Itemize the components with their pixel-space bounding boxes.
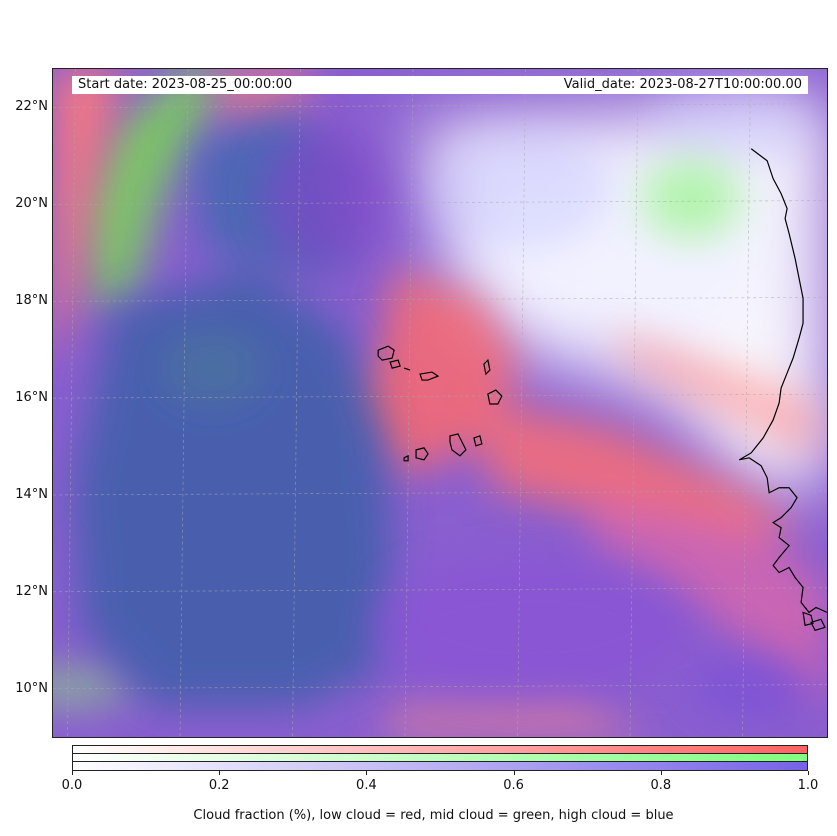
island-maio (473, 435, 483, 447)
meridian-gridline (742, 69, 751, 737)
meridian-gridline (179, 69, 189, 737)
latitude-label: 22°N (15, 98, 48, 114)
colorbar-mid-cloud-green (73, 754, 807, 762)
colorbar (72, 745, 808, 771)
island-brava (403, 454, 409, 462)
low-cloud-bands (53, 69, 827, 737)
island-sao-nicolau (419, 371, 440, 381)
start-date-label: Start date: 2023-08-25_00:00:00 (72, 76, 478, 94)
meridian-gridline (67, 69, 76, 737)
colorbar-tick-mark (219, 771, 221, 775)
latitude-label: 18°N (15, 293, 48, 309)
island-santa-luzia (403, 367, 411, 371)
colorbar-tick-label: 0.8 (650, 778, 672, 793)
colorbar-high-cloud-blue (73, 762, 807, 770)
island-sao-vicente (389, 359, 401, 369)
map-panel (52, 68, 828, 738)
africa-coastline (738, 148, 827, 614)
meridian-gridline (404, 69, 414, 737)
colorbar-tick-mark (72, 771, 73, 775)
colorbar-tick-label: 1.0 (797, 778, 819, 793)
colorbar-label: Cloud fraction (%), low cloud = red, mid… (193, 808, 674, 823)
cloud-map (53, 69, 827, 737)
island-sal (483, 358, 491, 376)
island-boa-vista (487, 389, 503, 405)
latitude-label: 20°N (15, 195, 48, 211)
map-gridlines (53, 69, 827, 737)
meridian-gridline (629, 69, 639, 737)
island-santo-antao (377, 345, 395, 361)
colorbar-tick-mark (513, 771, 515, 775)
colorbar-tick-label: 0.6 (503, 778, 524, 793)
colorbar-low-cloud-red (73, 746, 807, 754)
island-santiago (449, 433, 467, 457)
latitude-label: 12°N (15, 584, 48, 600)
coastlines (377, 148, 827, 632)
latitude-label: 14°N (15, 487, 48, 503)
latitude-label: 10°N (15, 681, 48, 697)
valid-date-label: Valid_date: 2023-08-27T10:00:00.00 (472, 76, 808, 94)
colorbar-tick-label: 0.2 (208, 778, 230, 793)
purple-cloud-regions (262, 128, 812, 718)
colorbar-tick-label: 0.4 (356, 778, 377, 793)
island-fogo (415, 447, 429, 461)
bijagos-islands (802, 611, 826, 632)
mid-cloud-patches (53, 69, 742, 708)
colorbar-tick-mark (366, 771, 368, 775)
latitude-label: 16°N (15, 390, 48, 406)
colorbar-tick-mark (660, 771, 662, 775)
colorbar-tick-label: 0.0 (61, 778, 83, 793)
colorbar-tick-mark (808, 771, 809, 775)
meridian-gridline (292, 69, 301, 737)
thin-high-cloud (432, 88, 812, 249)
meridian-gridline (517, 69, 526, 737)
